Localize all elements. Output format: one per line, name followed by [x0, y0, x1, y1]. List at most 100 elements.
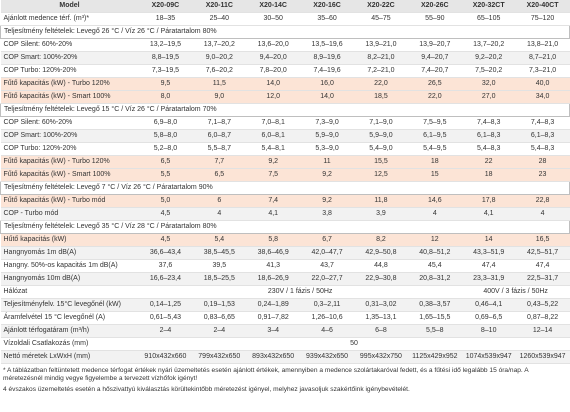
cell: 9,0–20,2: [192, 51, 247, 65]
cell: 5,9–9,0: [354, 129, 408, 143]
cell: Teljesítmény feltételek: Levegő 35 °C / …: [0, 220, 570, 234]
table-row: Fűtő kapacitás (kW) - Smart 100% 5,5 6,5 7,…: [0, 168, 570, 182]
cell: 55–90: [407, 12, 462, 26]
row-label: Hangny. 50%-os kapacitás 1m dB(A): [0, 259, 139, 273]
cell: 5,4–9,5: [407, 142, 462, 156]
cell: 5,5–8,7: [192, 142, 247, 156]
cell: 7,1–9,0: [354, 116, 408, 130]
cell: 0,43–5,22: [515, 298, 570, 312]
cell: 2–4: [138, 324, 193, 338]
cell: 939x432x650: [300, 350, 354, 364]
cell: 6,7: [300, 233, 354, 247]
cell: 4,5: [138, 207, 193, 221]
cell: 8,2: [354, 233, 408, 247]
cell: 41,3: [246, 259, 301, 273]
cell: 6,1–9,5: [407, 129, 462, 143]
cell: 8,8–19,5: [138, 51, 193, 65]
cell: 32,0: [461, 77, 516, 91]
cell: 47,4: [515, 259, 570, 273]
cell: 4,1: [246, 207, 301, 221]
cell: 6,0–8,1: [246, 129, 301, 143]
cell: 7,4–8,3: [461, 116, 516, 130]
header-cell: X20-11C: [192, 0, 247, 13]
row-label: COP Silent: 60%-20%: [0, 116, 139, 130]
cell: 18,6–26,9: [246, 272, 301, 286]
cell: 9,5: [138, 77, 193, 91]
cell: 0,3–2,11: [300, 298, 354, 312]
cell: 0,46–4,1: [461, 298, 516, 312]
cell: 7,3–9,0: [300, 116, 354, 130]
cell: 5,8: [246, 233, 301, 247]
table-row: COP Turbo: 120%-20% 5,2–8,0 5,5–8,7 5,4–8,1…: [0, 142, 570, 156]
cell: 230V / 1 fázis / 50Hz: [138, 285, 462, 299]
cell: 0,83–6,65: [192, 311, 247, 325]
cell: 44,8: [354, 259, 408, 273]
cell: 22,0: [407, 90, 462, 104]
cell: 18,5–25,5: [192, 272, 247, 286]
cell: 36,6–43,4: [138, 246, 193, 260]
cell: 6,5: [192, 168, 247, 182]
cell: 13,9–20,7: [407, 38, 462, 52]
cell: 12–14: [515, 324, 570, 338]
table-row: COP Smart: 100%-20% 8,8–19,5 9,0–20,2 9,4–2…: [0, 51, 570, 65]
cell: 39,5: [192, 259, 247, 273]
cell: 18,5: [354, 90, 408, 104]
cell: 6: [192, 194, 247, 208]
cell: 3,8: [300, 207, 354, 221]
cell: 42,5–51,7: [515, 246, 570, 260]
row-label: Teljesítményfelv. 15°C levegőnél (kW): [0, 298, 139, 312]
cell: 13,9–21,0: [354, 38, 408, 52]
table-row: COP Silent: 60%-20% 13,2–19,5 13,7–20,2 13,…: [0, 38, 570, 52]
row-label: Áramfelvétel 15 °C levegőnél (A): [0, 311, 139, 325]
cell: 4: [515, 207, 570, 221]
cell: 17,8: [461, 194, 516, 208]
cell: 5,4–9,0: [354, 142, 408, 156]
cell: 8,7–21,0: [515, 51, 570, 65]
cell: 5,2–8,0: [138, 142, 193, 156]
table-row: COP Smart: 100%-20% 5,8–8,0 6,0–8,7 6,0–8,1…: [0, 129, 570, 143]
cell: 400V / 3 fázis / 50Hz: [461, 285, 570, 299]
cell: 7,7: [192, 155, 247, 169]
cell: 12: [407, 233, 462, 247]
row-label: Ajánlott medence térf. (m³)*: [0, 12, 139, 26]
cell: 893x432x650: [246, 350, 301, 364]
row-label: Vízoldali Csatlakozás (mm): [0, 337, 139, 351]
table-row: Áramfelvétel 15 °C levegőnél (A) 0,61–5,4…: [0, 311, 570, 325]
header-cell: Model: [0, 0, 139, 13]
cell: 5,8–8,0: [138, 129, 193, 143]
cell: 34,0: [515, 90, 570, 104]
cell: 4: [407, 207, 462, 221]
cell: 45–75: [354, 12, 408, 26]
cell: 7,3–21,0: [515, 64, 570, 78]
row-label: Hálózat: [0, 285, 139, 299]
header-cell: X20-32CT: [461, 0, 516, 13]
cell: 22,0: [354, 77, 408, 91]
cell: 7,5–20,2: [461, 64, 516, 78]
cell: 25–40: [192, 12, 247, 26]
cell: 5,4–8,3: [515, 142, 570, 156]
note: * A táblázatban feltüntetett medence tér…: [3, 367, 529, 383]
section-row: Teljesítmény feltételek: Levegő 26 °C / …: [0, 25, 570, 39]
table-row: Hangny. 50%-os kapacitás 1m dB(A) 37,6 39,…: [0, 259, 570, 273]
table-row: Hangnyomás 10m dB(A) 16,6–23,4 18,5–25,5 18…: [0, 272, 570, 286]
row-label: Nettó méretek LxWxH (mm): [0, 350, 139, 364]
row-label: Fűtő kapacitás (kW) - Turbo 120%: [0, 77, 139, 91]
cell: 50: [138, 337, 570, 351]
header-row: Model X20-09C X20-11C X20-14C X20-16C X20-22C…: [0, 0, 570, 13]
table-row: COP - Turbo mód 4,5 4 4,1 3,8 3,9 4 4,1 4: [0, 207, 570, 221]
cell: 3–4: [246, 324, 301, 338]
cell: 27,0: [461, 90, 516, 104]
cell: 9,2–20,2: [461, 51, 516, 65]
row-label: COP Silent: 60%-20%: [0, 38, 139, 52]
cell: 23,3–31,9: [461, 272, 516, 286]
cell: 1,35–13,1: [354, 311, 408, 325]
cell: 6,5: [138, 155, 193, 169]
cell: 7,5: [246, 168, 301, 182]
spec-table: Model X20-09C X20-11C X20-14C X20-16C X20-22C…: [0, 0, 570, 364]
cell: 6,1–8,3: [461, 129, 516, 143]
cell: 9,4–20,7: [407, 51, 462, 65]
cell: 22: [461, 155, 516, 169]
cell: 7,4–8,3: [515, 116, 570, 130]
note: 4 évszakos üzemeltetés esetén a hőszivat…: [3, 385, 410, 393]
cell: 6,9–8,0: [138, 116, 193, 130]
